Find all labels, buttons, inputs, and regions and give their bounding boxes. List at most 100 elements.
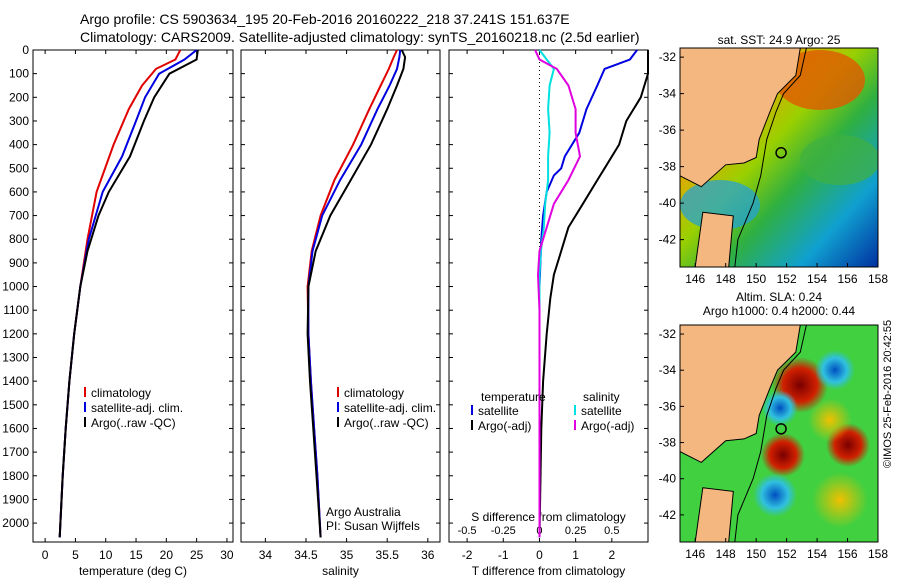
temperature-legend-label: climatology	[91, 386, 151, 400]
depth-tick-label: 2000	[2, 516, 29, 530]
lat-tick-label: -32	[659, 50, 677, 64]
salinity-xtick-label: 35	[340, 548, 354, 562]
header-line-1: Argo profile: CS 5903634_195 20-Feb-2016…	[80, 11, 570, 27]
sla-map-title: Argo h1000: 0.4 h2000: 0.44	[703, 304, 855, 318]
header-line-2: Climatology: CARS2009. Satellite-adjuste…	[80, 29, 640, 45]
lat-tick-label: -38	[659, 436, 677, 450]
temperature-legend-label: Argo(..raw -QC)	[91, 416, 176, 430]
lat-tick-label: -40	[659, 196, 677, 210]
temperature-xtick-label: 25	[190, 548, 204, 562]
salinity-xtick-label: 34	[259, 548, 273, 562]
salinity-legend-label: Argo(..raw -QC)	[344, 416, 429, 430]
s-diff-tick-label: 0.25	[565, 525, 586, 537]
lon-tick-label: 150	[746, 547, 766, 561]
float-location-marker	[775, 147, 787, 159]
sla-eddy	[761, 433, 805, 477]
lon-tick-label: 152	[777, 272, 797, 286]
lat-tick-label: -34	[659, 87, 677, 101]
lon-tick-label: 154	[807, 272, 827, 286]
difference-xtick-label: 2	[608, 548, 615, 562]
temperature-xtick-label: 10	[99, 548, 113, 562]
diff-legend-label: Argo(-adj)	[581, 419, 634, 433]
credit-text: PI: Susan Wijffels	[326, 519, 420, 533]
sla-eddy	[753, 473, 797, 517]
isobath-line	[734, 325, 807, 542]
legend-salinity-heading: salinity	[583, 390, 620, 404]
tasmania-land	[694, 211, 734, 267]
difference-xtick-label: 0	[536, 548, 543, 562]
difference-xlabel: T difference from climatology	[472, 564, 626, 578]
depth-tick-label: 300	[9, 114, 29, 128]
difference-xtick-label: -1	[498, 548, 509, 562]
temperature-frame	[32, 49, 234, 543]
sst-map-frame	[679, 47, 879, 268]
depth-tick-label: 1500	[2, 398, 29, 412]
sla-map-frame	[679, 324, 879, 543]
lon-tick-label: 156	[838, 272, 858, 286]
lat-tick-label: -34	[659, 363, 677, 377]
depth-tick-label: 0	[22, 43, 29, 57]
salinity-series-2	[306, 49, 407, 538]
difference-series-0	[538, 49, 638, 538]
sla-eddy	[815, 350, 855, 390]
depth-tick-label: 200	[9, 90, 29, 104]
difference-series-3	[534, 49, 582, 538]
sla-eddy	[808, 398, 852, 442]
temperature-legend-label: satellite-adj. clim.	[91, 401, 183, 415]
difference-panel: -2 -1 0 1 2 T difference from climatology -0.5…	[448, 49, 649, 578]
lon-tick-label: 152	[777, 547, 797, 561]
sst-map: -32 -34 -36 -38 -40 -42 146 148 150 152 154 156 158 s…	[659, 33, 889, 286]
lat-tick-label: -36	[659, 123, 677, 137]
diff-legend-label: satellite	[581, 404, 622, 418]
depth-tick-label: 500	[9, 161, 29, 175]
temperature-xtick-label: 0	[42, 548, 49, 562]
salinity-series-1	[307, 49, 402, 538]
difference-xtick-label: 1	[572, 548, 579, 562]
sla-eddy	[762, 390, 798, 426]
lat-tick-label: -38	[659, 160, 677, 174]
salinity-panel: 34 34.5 35 35.5 36 salinity climatologysatelli…	[240, 49, 441, 578]
diff-legend-label: satellite	[478, 404, 519, 418]
temperature-xlabel: temperature (deg C)	[79, 564, 187, 578]
depth-tick-label: 400	[9, 138, 29, 152]
s-diff-tick-label: -0.5	[458, 525, 477, 537]
lat-tick-label: -36	[659, 399, 677, 413]
lon-tick-label: 154	[807, 547, 827, 561]
salinity-xlabel: salinity	[322, 564, 359, 578]
difference-xtick-label: -2	[462, 548, 473, 562]
temperature-xtick-label: 20	[160, 548, 174, 562]
salinity-frame	[240, 49, 441, 543]
lon-tick-label: 150	[746, 272, 766, 286]
sst-blue-patch	[680, 180, 760, 230]
depth-tick-label: 800	[9, 232, 29, 246]
temperature-xtick-label: 15	[129, 548, 143, 562]
lon-tick-label: 156	[838, 547, 858, 561]
sst-map-title: sat. SST: 24.9 Argo: 25	[718, 33, 841, 47]
lat-tick-label: -40	[659, 472, 677, 486]
temperature-panel: 0100200300400500600700800900100011001200…	[2, 43, 234, 578]
land-mass	[680, 325, 801, 464]
depth-tick-label: 1300	[2, 351, 29, 365]
difference-frame	[448, 49, 649, 543]
credit-text: Argo Australia	[326, 505, 401, 519]
float-location-marker	[775, 423, 787, 435]
sla-map-title: Altim. SLA: 0.24	[736, 290, 822, 304]
depth-tick-label: 1200	[2, 327, 29, 341]
lon-tick-label: 146	[685, 272, 705, 286]
depth-tick-label: 600	[9, 185, 29, 199]
s-diff-tick-label: -0.25	[491, 525, 516, 537]
depth-tick-label: 1900	[2, 492, 29, 506]
salinity-legend-label: climatology	[344, 386, 404, 400]
lat-tick-label: -42	[659, 233, 677, 247]
land-mass	[680, 48, 801, 188]
salinity-legend-label: satellite-adj. clim.	[344, 401, 436, 415]
depth-tick-label: 1800	[2, 469, 29, 483]
depth-tick-label: 1100	[3, 303, 29, 317]
depth-tick-label: 1000	[2, 280, 29, 294]
depth-tick-label: 900	[9, 256, 29, 270]
depth-tick-label: 100	[9, 67, 29, 81]
sla-eddy	[812, 472, 868, 528]
salinity-series-0	[306, 49, 398, 538]
diff-legend-label: Argo(-adj)	[478, 419, 531, 433]
isobath-line	[734, 48, 807, 267]
